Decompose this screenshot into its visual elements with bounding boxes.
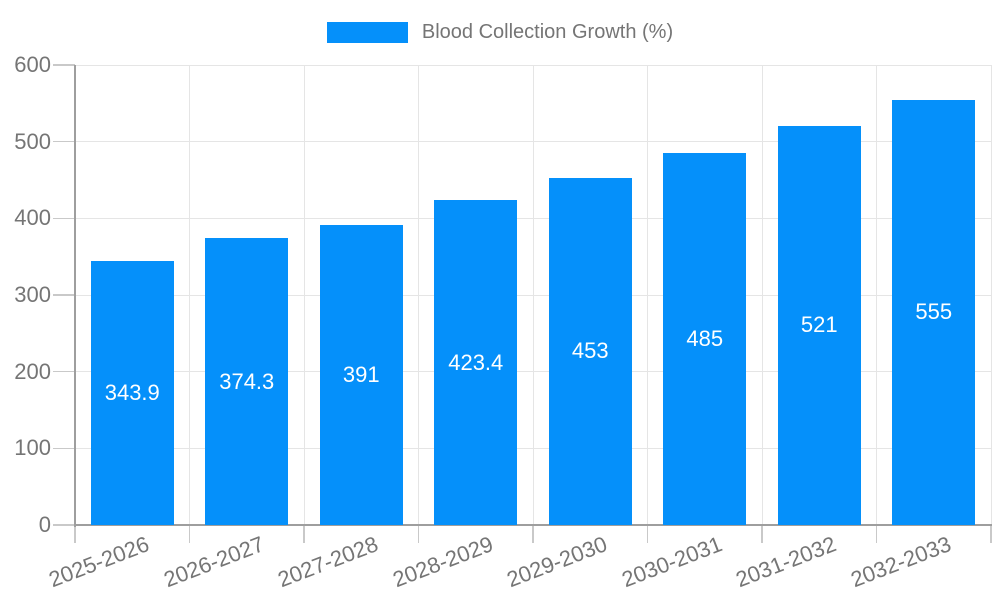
x-axis-label: 2026-2027 <box>159 531 267 593</box>
bar: 343.9 <box>90 261 174 525</box>
x-tick <box>875 525 878 543</box>
x-gridline <box>418 65 419 525</box>
x-gridline <box>647 65 648 525</box>
bar: 374.3 <box>205 238 289 525</box>
y-axis-label: 600 <box>14 52 51 77</box>
bar: 521 <box>777 125 861 525</box>
x-tick <box>761 525 763 543</box>
legend-label: Blood Collection Growth (%) <box>421 21 674 43</box>
x-axis-label: 2028-2029 <box>388 531 496 593</box>
x-tick <box>188 525 191 543</box>
x-axis-label: 2029-2030 <box>503 531 611 593</box>
bar: 423.4 <box>434 200 518 525</box>
x-axis-line <box>74 524 992 526</box>
y-tick <box>53 447 75 450</box>
x-tick <box>990 525 992 543</box>
x-tick <box>646 525 649 543</box>
x-gridline <box>990 65 992 525</box>
bar: 391 <box>319 225 403 525</box>
bar-value-label: 521 <box>800 312 838 338</box>
x-tick <box>303 525 305 543</box>
x-axis-label: 2030-2031 <box>617 531 725 593</box>
x-axis-label: 2032-2033 <box>846 531 954 593</box>
x-axis-label: 2025-2026 <box>45 531 153 593</box>
bar-value-label: 555 <box>915 299 953 325</box>
y-axis-label: 500 <box>14 128 51 154</box>
bar: 453 <box>548 177 632 525</box>
y-tick <box>53 370 75 373</box>
bar-value-label: 374.3 <box>219 368 275 394</box>
x-gridline <box>761 65 763 525</box>
x-gridline <box>189 65 190 525</box>
x-axis-label: 2027-2028 <box>274 531 382 593</box>
x-gridline <box>303 65 305 525</box>
bar: 485 <box>663 153 747 525</box>
bar-value-label: 391 <box>342 362 380 388</box>
chart-legend[interactable]: Blood Collection Growth (%) <box>0 21 1000 43</box>
y-axis-label: 200 <box>14 358 51 384</box>
legend-swatch <box>326 21 408 43</box>
y-tick <box>53 217 75 220</box>
bar-value-label: 485 <box>686 326 724 352</box>
y-axis-label: 0 <box>38 512 51 537</box>
x-tick <box>74 525 76 543</box>
bar-value-label: 423.4 <box>448 349 504 375</box>
x-axis-label: 2031-2032 <box>732 531 840 593</box>
y-tick <box>53 64 75 66</box>
y-axis-label: 400 <box>14 205 51 231</box>
x-gridline <box>532 65 534 525</box>
y-tick <box>53 524 75 526</box>
x-tick <box>417 525 420 543</box>
x-gridline <box>876 65 877 525</box>
y-axis-line <box>74 65 76 527</box>
x-tick <box>532 525 534 543</box>
bar-value-label: 453 <box>571 338 609 364</box>
bar: 555 <box>892 99 976 525</box>
bar-value-label: 343.9 <box>104 380 160 406</box>
y-tick <box>53 294 75 296</box>
y-tick <box>53 140 75 143</box>
y-axis-label: 300 <box>14 282 51 307</box>
y-axis-label: 100 <box>14 435 51 461</box>
